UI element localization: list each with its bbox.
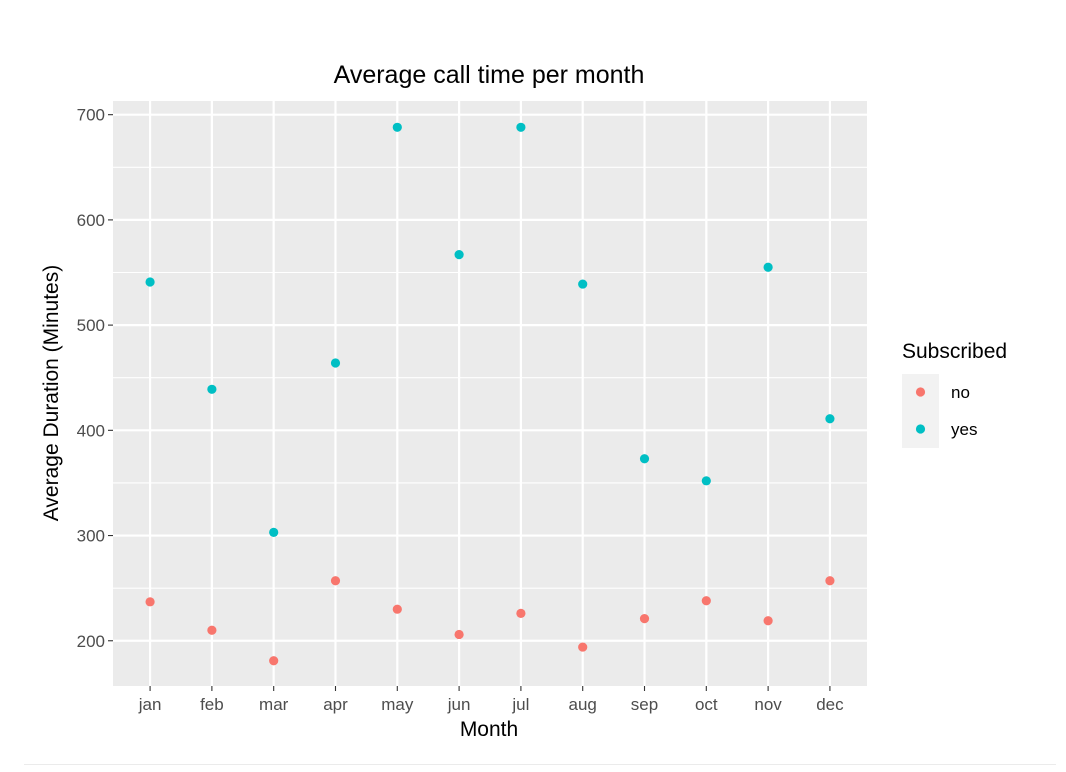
data-point-no bbox=[269, 656, 279, 666]
legend-entries: no yes bbox=[915, 383, 977, 439]
x-tick-label: mar bbox=[259, 695, 289, 714]
bottom-divider bbox=[24, 764, 1056, 765]
data-point-no bbox=[145, 597, 155, 607]
data-point-yes bbox=[825, 414, 835, 424]
data-point-yes bbox=[639, 454, 650, 464]
legend-key-yes bbox=[915, 424, 926, 434]
legend: Subscribed no yes bbox=[902, 340, 1007, 448]
x-tick-label: jan bbox=[138, 695, 162, 714]
y-tick-label: 200 bbox=[77, 632, 105, 651]
x-tick-label: may bbox=[381, 695, 414, 714]
x-axis-title: Month bbox=[460, 718, 518, 741]
data-point-yes bbox=[330, 358, 341, 368]
data-point-no bbox=[763, 616, 773, 626]
data-point-yes bbox=[392, 122, 402, 132]
y-axis-title: Average Duration (Minutes) bbox=[40, 265, 63, 521]
data-point-no bbox=[330, 576, 341, 586]
legend-key-no bbox=[915, 387, 926, 397]
data-point-yes bbox=[763, 262, 773, 272]
y-axis-ticks: 200 300 400 500 600 700 bbox=[77, 106, 113, 651]
x-tick-label: jul bbox=[511, 695, 529, 714]
y-tick-label: 500 bbox=[77, 316, 105, 335]
x-tick-label: sep bbox=[631, 695, 658, 714]
data-point-no bbox=[639, 614, 650, 624]
data-point-yes bbox=[701, 476, 711, 486]
plot-panel bbox=[113, 101, 867, 686]
data-point-yes bbox=[454, 250, 464, 260]
legend-label-no: no bbox=[951, 383, 970, 402]
data-points bbox=[145, 122, 835, 666]
x-tick-label: dec bbox=[816, 695, 844, 714]
legend-label-yes: yes bbox=[951, 420, 977, 439]
data-point-no bbox=[516, 608, 526, 619]
data-point-no bbox=[701, 596, 711, 606]
x-tick-label: feb bbox=[200, 695, 224, 714]
legend-keys-background bbox=[902, 374, 939, 448]
x-tick-label: oct bbox=[695, 695, 718, 714]
data-point-no bbox=[207, 625, 217, 635]
data-point-yes bbox=[269, 527, 279, 537]
data-point-yes bbox=[578, 279, 588, 289]
x-tick-label: nov bbox=[754, 695, 782, 714]
data-point-yes bbox=[207, 384, 217, 394]
x-axis-ticks: jan feb mar apr may jun jul aug sep oct nov dec bbox=[138, 686, 844, 714]
chart-title: Average call time per month bbox=[334, 61, 645, 89]
y-tick-label: 700 bbox=[77, 106, 105, 125]
x-tick-label: apr bbox=[323, 695, 348, 714]
data-point-no bbox=[392, 604, 402, 614]
data-point-no bbox=[825, 576, 835, 586]
y-tick-label: 600 bbox=[77, 211, 105, 230]
data-point-yes bbox=[516, 122, 526, 132]
data-point-yes bbox=[145, 277, 155, 287]
x-tick-label: aug bbox=[569, 695, 597, 714]
legend-title: Subscribed bbox=[902, 340, 1007, 363]
y-tick-label: 300 bbox=[77, 527, 105, 546]
data-point-no bbox=[454, 629, 464, 640]
data-point-no bbox=[578, 642, 588, 652]
y-tick-label: 400 bbox=[77, 421, 105, 440]
x-tick-label: jun bbox=[447, 695, 471, 714]
